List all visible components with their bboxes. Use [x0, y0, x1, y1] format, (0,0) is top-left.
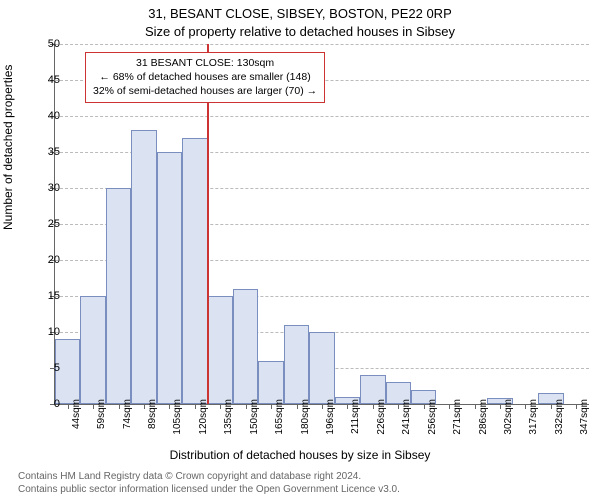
- footer-attribution: Contains HM Land Registry data © Crown c…: [18, 471, 400, 496]
- xtick-mark: [500, 404, 501, 409]
- chart-title-line1: 31, BESANT CLOSE, SIBSEY, BOSTON, PE22 0…: [0, 6, 600, 21]
- xtick-mark: [93, 404, 94, 409]
- xtick-label: 135sqm: [223, 399, 234, 435]
- ytick-label: 35: [32, 146, 60, 158]
- xtick-mark: [322, 404, 323, 409]
- histogram-bar: [106, 188, 131, 404]
- ytick-label: 20: [32, 254, 60, 266]
- xtick-label: 150sqm: [249, 399, 260, 435]
- histogram-bar: [80, 296, 105, 404]
- xtick-mark: [271, 404, 272, 409]
- footer-line2: Contains public sector information licen…: [18, 484, 400, 497]
- ytick-label: 15: [32, 290, 60, 302]
- xtick-mark: [449, 404, 450, 409]
- xtick-mark: [347, 404, 348, 409]
- ytick-label: 40: [32, 110, 60, 122]
- xtick-label: 317sqm: [528, 399, 539, 435]
- annotation-line: 32% of semi-detached houses are larger (…: [93, 84, 317, 98]
- xtick-label: 196sqm: [325, 399, 336, 435]
- histogram-bar: [233, 289, 258, 404]
- xtick-mark: [424, 404, 425, 409]
- xtick-label: 241sqm: [401, 399, 412, 435]
- xtick-mark: [119, 404, 120, 409]
- gridline: [55, 116, 589, 117]
- xtick-mark: [297, 404, 298, 409]
- chart-title-line2: Size of property relative to detached ho…: [0, 24, 600, 39]
- chart-container: 31, BESANT CLOSE, SIBSEY, BOSTON, PE22 0…: [0, 0, 600, 500]
- xtick-mark: [475, 404, 476, 409]
- xtick-label: 105sqm: [172, 399, 183, 435]
- ytick-label: 10: [32, 326, 60, 338]
- xtick-mark: [551, 404, 552, 409]
- annotation-line: ← 68% of detached houses are smaller (14…: [93, 70, 317, 84]
- ytick-label: 5: [32, 362, 60, 374]
- xtick-mark: [373, 404, 374, 409]
- x-axis-label: Distribution of detached houses by size …: [0, 448, 600, 462]
- histogram-bar: [182, 138, 207, 404]
- histogram-bar: [258, 361, 283, 404]
- ytick-label: 45: [32, 74, 60, 86]
- y-axis-label: Number of detached properties: [1, 65, 15, 230]
- xtick-label: 271sqm: [452, 399, 463, 435]
- xtick-label: 302sqm: [503, 399, 514, 435]
- annotation-box: 31 BESANT CLOSE: 130sqm← 68% of detached…: [85, 52, 325, 103]
- ytick-label: 25: [32, 218, 60, 230]
- ytick-label: 30: [32, 182, 60, 194]
- xtick-label: 120sqm: [198, 399, 209, 435]
- xtick-label: 286sqm: [478, 399, 489, 435]
- histogram-bar: [157, 152, 182, 404]
- ytick-label: 0: [32, 398, 60, 410]
- histogram-bar: [208, 296, 233, 404]
- xtick-mark: [398, 404, 399, 409]
- xtick-mark: [246, 404, 247, 409]
- xtick-mark: [195, 404, 196, 409]
- xtick-label: 180sqm: [300, 399, 311, 435]
- xtick-mark: [220, 404, 221, 409]
- xtick-label: 332sqm: [554, 399, 565, 435]
- xtick-label: 347sqm: [579, 399, 590, 435]
- gridline: [55, 44, 589, 45]
- xtick-label: 256sqm: [427, 399, 438, 435]
- footer-line1: Contains HM Land Registry data © Crown c…: [18, 471, 400, 484]
- histogram-bar: [131, 130, 156, 404]
- xtick-label: 226sqm: [376, 399, 387, 435]
- xtick-mark: [68, 404, 69, 409]
- annotation-line: 31 BESANT CLOSE: 130sqm: [93, 56, 317, 70]
- xtick-label: 165sqm: [274, 399, 285, 435]
- xtick-label: 211sqm: [350, 399, 361, 434]
- xtick-mark: [169, 404, 170, 409]
- ytick-label: 50: [32, 38, 60, 50]
- histogram-bar: [284, 325, 309, 404]
- histogram-bar: [309, 332, 334, 404]
- plot-area: 44sqm59sqm74sqm89sqm105sqm120sqm135sqm15…: [54, 44, 589, 405]
- xtick-mark: [576, 404, 577, 409]
- xtick-mark: [144, 404, 145, 409]
- xtick-mark: [525, 404, 526, 409]
